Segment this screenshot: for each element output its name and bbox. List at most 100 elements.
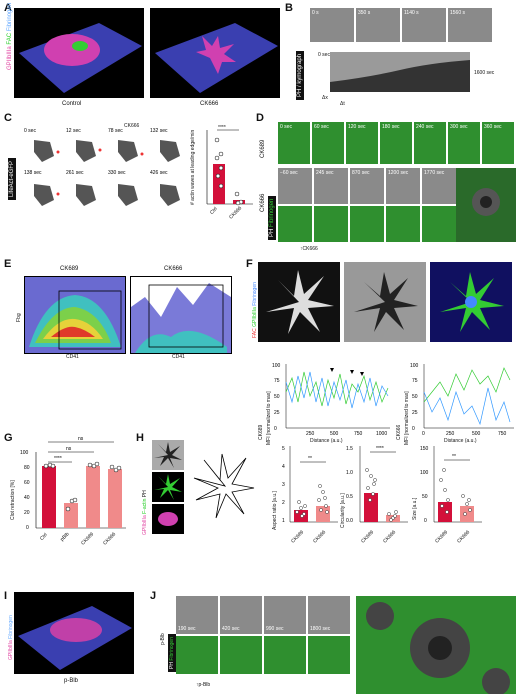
f1-xtick-2: 750 [354, 431, 363, 437]
svg-text:0: 0 [412, 426, 415, 432]
panel-label-j: J [150, 590, 157, 602]
panel-b-kymograph [330, 52, 470, 92]
g-bar-ck689 [86, 466, 100, 528]
panel-c-drug: CK666 [124, 123, 140, 129]
panel-e-density-1 [24, 276, 126, 354]
panel-c-sig: **** [218, 125, 226, 131]
panel-b-frame-2: 350 s [356, 8, 400, 42]
panel-label-e: E [4, 258, 12, 270]
panel-d-row1-label: CK689 [260, 139, 266, 158]
panel-f-xlabel-1: Distance (a.u.) [310, 438, 343, 444]
panel-f-p2-label: CK666 [396, 424, 402, 440]
panel-e-title-1: CK689 [60, 266, 79, 272]
f1-ytick-3: 75 [274, 378, 280, 384]
panel-a-image-ck666 [150, 8, 280, 98]
svg-text:150: 150 [420, 446, 429, 452]
panel-h-img-magenta [152, 504, 184, 534]
panel-h-chart-circ: 0.0 0.5 1.0 1.5 **** [346, 446, 408, 524]
svg-text:40: 40 [24, 495, 30, 501]
svg-text:100: 100 [420, 470, 429, 476]
panel-label-a: A [4, 2, 12, 14]
g-ns-top: ns [78, 436, 84, 442]
panel-a-stain: GPIIbIIIa FAC Fibrinogen [7, 2, 13, 70]
svg-text:1.0: 1.0 [346, 470, 353, 476]
panel-a-image-control [14, 8, 144, 98]
panel-d-zoom [456, 168, 516, 242]
panel-g-ylabel: Clot retraction [%] [10, 480, 16, 520]
panel-h-chart-aspect: 1 2 3 4 5 ** [282, 446, 338, 524]
f1-xtick-3: 1000 [376, 431, 387, 437]
panel-f-xlabel-2: Distance (a.u.) [444, 438, 477, 444]
panel-f-p1-label: CK689 [258, 424, 264, 440]
svg-text:750: 750 [498, 431, 507, 437]
panel-h-outline [193, 453, 255, 519]
svg-text:1.5: 1.5 [346, 446, 353, 452]
svg-text:0: 0 [424, 518, 427, 524]
panel-label-f: F [246, 258, 253, 270]
svg-text:60: 60 [24, 480, 30, 486]
svg-text:75: 75 [412, 378, 418, 384]
panel-d-row2-label: CK666 [260, 193, 266, 212]
panel-b-frame-3: 1140 s [402, 8, 446, 42]
panel-e-density-2 [130, 276, 232, 354]
svg-text:0: 0 [422, 431, 425, 437]
svg-text:4: 4 [282, 464, 285, 470]
panel-b-time-start: 0 sec [318, 52, 330, 58]
panel-f-image-ph [344, 262, 426, 342]
svg-text:20: 20 [24, 510, 30, 516]
panel-label-i: I [4, 590, 8, 602]
svg-text:3: 3 [282, 482, 285, 488]
panel-h-chart-size: 0 50 100 150 ** [420, 446, 482, 524]
svg-text:0: 0 [26, 525, 29, 531]
panel-a-label-ck666: CK666 [200, 101, 219, 107]
panel-c-bar-ctrl [213, 164, 225, 204]
panel-f-chart-ck689: 0 25 50 75 100 250 500 750 1000 [272, 363, 390, 437]
panel-i-image [14, 592, 134, 674]
panel-b-time-end: 1600 sec [474, 70, 495, 76]
svg-text:25: 25 [412, 410, 418, 416]
panel-f-image-merge [430, 262, 512, 342]
f1-xtick-0: 250 [306, 431, 315, 437]
h3-ylabel: Size [a.u.] [412, 497, 418, 520]
panel-h-img-ph [152, 440, 184, 470]
g-sig: **** [54, 456, 62, 462]
svg-text:100: 100 [410, 363, 419, 369]
panel-d-side-label: PH Fibrinogen [268, 195, 276, 240]
panel-label-b: B [285, 2, 293, 14]
panel-c-side-label: LifeAct-eGFP [8, 157, 16, 200]
panel-b-dx: Δx [322, 95, 328, 101]
svg-text:50: 50 [412, 394, 418, 400]
panel-j-stain: PH Fibrinogen [168, 634, 176, 672]
panel-label-h: H [136, 432, 144, 444]
panel-h-stain: GPIIbIIIa F-actin PH [142, 490, 148, 535]
f1-ytick-0: 0 [274, 426, 277, 432]
svg-text:0.5: 0.5 [346, 494, 353, 500]
panel-j-zoom [356, 596, 516, 694]
svg-text:500: 500 [472, 431, 481, 437]
panel-j-frames: 190 sec 420 sec 990 sec 1800 sec [176, 596, 352, 676]
panel-h-img-green [152, 472, 184, 502]
svg-text:**: ** [308, 456, 312, 462]
panel-e-title-2: CK666 [164, 266, 183, 272]
panel-a-label-control: Control [62, 101, 82, 107]
panel-d-arrow-label: ↑CK666 [300, 246, 318, 252]
f1-ytick-2: 50 [274, 394, 280, 400]
svg-text:50: 50 [422, 494, 428, 500]
svg-text:**: ** [452, 454, 456, 460]
svg-text:5: 5 [282, 446, 285, 452]
f1-ytick-4: 100 [272, 363, 281, 369]
panel-label-c: C [4, 112, 12, 124]
panel-c-chart [206, 129, 253, 206]
svg-text:****: **** [376, 446, 384, 452]
panel-j-side: p-Blb [160, 633, 166, 645]
panel-e-ylabel: Fbg [16, 313, 22, 322]
panel-e-xlabel-2: CD41 [172, 354, 185, 360]
panel-i-cond: p-Blb [64, 678, 79, 684]
panel-j-arrow: ↑p-Blb [196, 682, 211, 688]
svg-text:100: 100 [20, 450, 29, 456]
panel-d-row1: 0 sec 60 sec 120 sec 180 sec 240 sec 300… [278, 122, 516, 164]
f1-ytick-1: 25 [274, 410, 280, 416]
panel-b-side-label: PH / kymograph [296, 50, 304, 100]
g-bar-ck666 [108, 469, 122, 528]
g-bar-ctrl [42, 466, 56, 528]
